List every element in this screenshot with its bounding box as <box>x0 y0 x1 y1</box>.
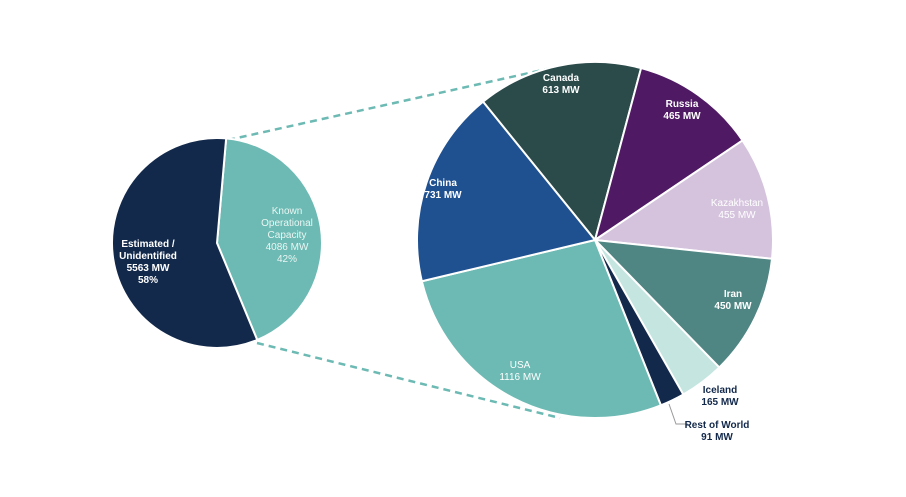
label-name: Russia <box>665 99 699 110</box>
label-rest-of-world: Rest of World 91 MW <box>685 420 750 444</box>
label-value: 1116 MW <box>499 372 541 383</box>
label-value: 91 MW <box>701 432 733 443</box>
label-name: China <box>429 178 457 189</box>
label-china: China 731 MW <box>424 178 461 202</box>
label-iceland: Iceland 165 MW <box>701 385 738 409</box>
label-estimated: Estimated / Unidentified 5563 MW 58% <box>119 239 177 287</box>
label-russia: Russia 465 MW <box>663 99 700 123</box>
label-line: Capacity <box>267 230 307 241</box>
label-name: Kazakhstan <box>710 198 764 209</box>
label-usa: USA 1116 MW <box>499 360 540 384</box>
main-slice-known-operational-capacity <box>215 137 323 342</box>
label-line: Unidentified <box>119 251 177 262</box>
breakdown-slice-canada <box>481 61 643 243</box>
label-percent: 58% <box>137 275 158 286</box>
label-line: Known <box>271 206 303 217</box>
breakdown-slice-usa <box>420 238 663 419</box>
main-slice-estimated-unidentified <box>111 137 259 349</box>
label-value: 613 MW <box>542 85 580 96</box>
label-kazakhstan: Kazakhstan 455 MW <box>711 198 763 222</box>
breakdown-slice-kazakhstan <box>592 139 774 260</box>
label-name: Rest of World <box>684 420 750 431</box>
label-name: USA <box>509 360 531 371</box>
label-value: 450 MW <box>714 301 752 312</box>
label-value: 465 MW <box>663 111 701 122</box>
leader-line-rest-of-world <box>668 403 688 425</box>
label-canada: Canada 613 MW <box>542 73 579 97</box>
breakdown-slice-iran <box>592 238 774 369</box>
label-line: Estimated / <box>121 239 175 250</box>
label-line: Operational <box>261 218 313 229</box>
label-value: 5563 MW <box>126 263 170 274</box>
label-known: Known Operational Capacity 4086 MW 42% <box>261 206 313 266</box>
label-name: Canada <box>542 73 580 84</box>
connector-line-bottom <box>256 341 561 420</box>
label-name: Iran <box>723 289 743 300</box>
label-percent: 42% <box>276 254 298 265</box>
label-name: Iceland <box>702 385 738 396</box>
label-value: 4086 MW <box>265 242 309 253</box>
label-value: 455 MW <box>718 210 756 221</box>
label-value: 731 MW <box>424 190 462 201</box>
label-value: 165 MW <box>701 397 739 408</box>
breakdown-slice-china <box>416 100 597 283</box>
connector-line-top <box>227 65 557 142</box>
breakdown-slice-russia <box>593 66 744 243</box>
label-iran: Iran 450 MW <box>714 289 751 313</box>
